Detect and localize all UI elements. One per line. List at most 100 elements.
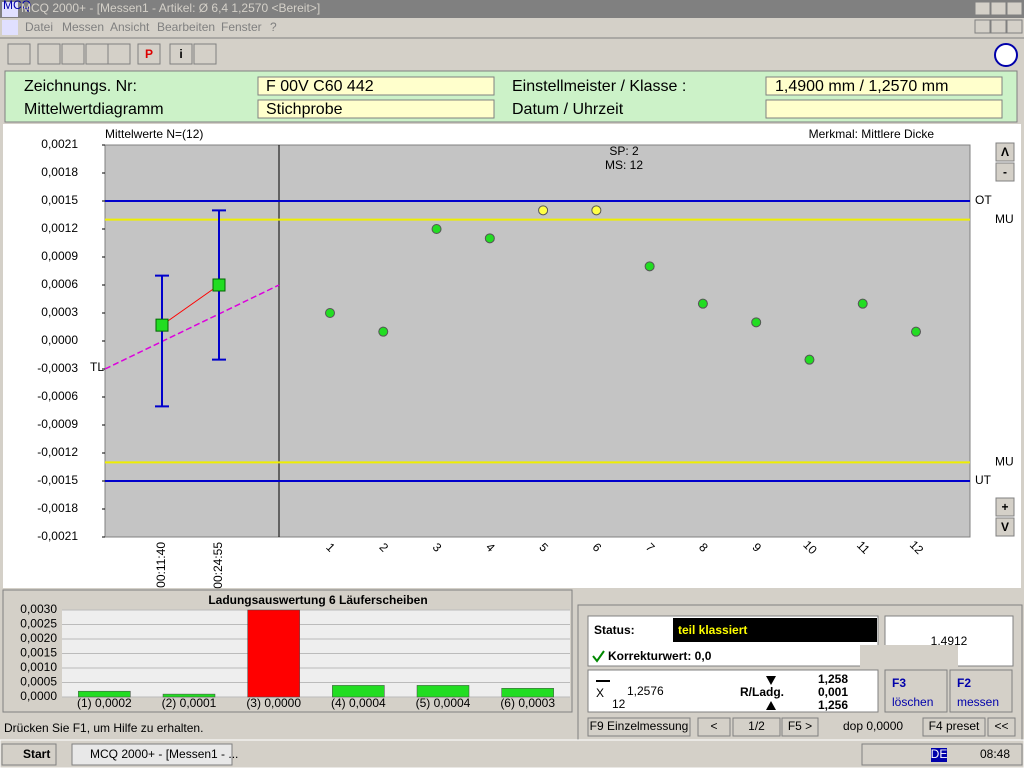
y-tick-label: -0,0012 xyxy=(37,445,78,459)
bar xyxy=(332,685,385,698)
point xyxy=(325,308,335,318)
close-button[interactable] xyxy=(1006,1,1023,16)
panel-button-label: << xyxy=(994,719,1008,733)
field xyxy=(765,76,1003,96)
scroll-button[interactable] xyxy=(995,517,1015,537)
y-tick-label: 0,0020 xyxy=(20,631,57,645)
xbar-value: 1,2576 xyxy=(627,684,664,698)
f2-button[interactable] xyxy=(949,669,1013,713)
x-tick-label: (4) 0,0004 xyxy=(331,696,386,710)
rladg-values: 1,258 0,001 1,256 xyxy=(818,672,848,712)
app-icon xyxy=(2,2,18,17)
trend-line xyxy=(104,284,280,370)
x-tick-label: (2) 0,0001 xyxy=(162,696,217,710)
x-tick-label: (1) 0,0002 xyxy=(77,696,132,710)
panel-button[interactable] xyxy=(732,717,781,737)
trend-label: TL xyxy=(90,360,104,374)
menu-item[interactable]: Bearbeiten xyxy=(157,20,215,34)
task-button[interactable] xyxy=(71,743,233,766)
y-tick-label: 0,0015 xyxy=(20,646,57,660)
xbar-symbol: X xyxy=(596,686,604,700)
y-tick-label: 0,0025 xyxy=(20,617,57,631)
f2-label: messen xyxy=(957,695,999,709)
header-value: Stichprobe xyxy=(266,101,343,118)
menu-item[interactable]: ? xyxy=(270,20,277,34)
y-tick-label: 0,0009 xyxy=(41,249,78,263)
menu-item[interactable]: Ansicht xyxy=(110,20,150,34)
task-label: MCQ 2000+ - [Messen1 - ... xyxy=(90,747,238,761)
panel-button[interactable] xyxy=(697,717,731,737)
scroll-button[interactable] xyxy=(995,162,1015,182)
language: DE xyxy=(931,747,948,761)
info-button[interactable] xyxy=(169,43,193,65)
panel-button[interactable] xyxy=(922,717,986,737)
point xyxy=(378,326,389,337)
y-tick-label: 0,0005 xyxy=(20,675,57,689)
menu-item[interactable]: Fenster xyxy=(221,20,262,34)
y-tick-label: -0,0003 xyxy=(37,361,78,375)
rladg-value: 0,001 xyxy=(818,685,848,699)
scroll-button[interactable] xyxy=(995,497,1015,517)
point xyxy=(857,298,868,309)
y-tick-label: -0,0009 xyxy=(37,417,78,431)
clock: 08:48 xyxy=(980,747,1010,761)
scroll-button[interactable] xyxy=(995,142,1015,162)
x-tick-label: (6) 0,0003 xyxy=(500,696,555,710)
panel-button-label: F4 preset xyxy=(929,719,980,733)
status-bar-text: Drücken Sie F1, um Hilfe zu erhalten. xyxy=(4,721,203,735)
header-label: Mittelwertdiagramm xyxy=(24,101,164,118)
y-tick-label: -0,0006 xyxy=(37,389,78,403)
f3-key: F3 xyxy=(892,676,906,690)
check-icon xyxy=(592,650,605,663)
arrows xyxy=(766,676,776,710)
maximize-button[interactable] xyxy=(990,1,1007,16)
minimize-button[interactable] xyxy=(974,1,991,16)
scroll-button-label: Λ xyxy=(1001,145,1009,159)
limit-label: OT xyxy=(975,193,992,207)
open-button[interactable] xyxy=(7,43,31,65)
point xyxy=(751,317,762,328)
p-button-label: P xyxy=(145,47,153,61)
plot-area xyxy=(104,144,971,538)
y-tick-label: -0,0021 xyxy=(37,529,78,543)
y-tick-label: 0,0006 xyxy=(41,277,78,291)
field xyxy=(257,76,495,96)
panel-button[interactable] xyxy=(587,717,691,737)
scroll-button-label: + xyxy=(1001,500,1008,514)
chart-title: Mittelwerte N=(12) xyxy=(105,127,203,141)
panel-button[interactable] xyxy=(781,717,819,737)
app-icon-text: MCQ xyxy=(3,0,31,12)
header-value: 1,4900 mm / 1,2570 mm xyxy=(775,78,948,95)
start-button[interactable] xyxy=(1,743,57,766)
scroll-button-label: V xyxy=(1001,520,1009,534)
panel-button-label: F5 > xyxy=(788,719,812,733)
view-button-2[interactable] xyxy=(61,43,85,65)
rladg-value: 1,256 xyxy=(818,698,848,712)
doc-close-button[interactable] xyxy=(1006,19,1023,34)
view-button-1[interactable] xyxy=(37,43,61,65)
panel-button[interactable] xyxy=(987,717,1016,737)
f3-label: löschen xyxy=(892,695,933,709)
annotation: MS: 12 xyxy=(605,158,643,172)
bar xyxy=(501,688,554,698)
y-tick-label: 0,0012 xyxy=(41,221,78,235)
p-button[interactable] xyxy=(137,43,161,65)
doc-restore-button[interactable] xyxy=(990,19,1007,34)
header-label: Datum / Uhrzeit xyxy=(512,101,624,118)
print-button[interactable] xyxy=(193,43,217,65)
history-point xyxy=(155,318,169,332)
panel-button-label: 1/2 xyxy=(748,719,765,733)
doc-icon xyxy=(2,20,18,35)
f3-button[interactable] xyxy=(884,669,948,713)
menu-item[interactable]: Datei xyxy=(25,20,53,34)
panel-text: dop 0,0000 xyxy=(843,719,903,733)
annotation: SP: 2 xyxy=(609,144,639,158)
y-tick-label: -0,0015 xyxy=(37,473,78,487)
doc-minimize-button[interactable] xyxy=(974,19,991,34)
view-button-4[interactable] xyxy=(107,43,131,65)
menu-item[interactable]: Messen xyxy=(62,20,104,34)
logo xyxy=(994,43,1018,67)
view-button-3[interactable] xyxy=(85,43,109,65)
correction: Korrekturwert: 0,0 xyxy=(608,649,712,663)
